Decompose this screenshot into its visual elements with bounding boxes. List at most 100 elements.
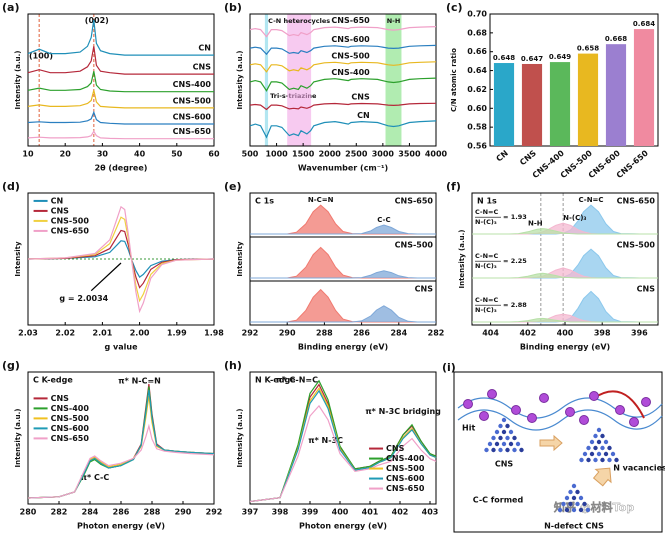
legend-label: CNS bbox=[351, 92, 370, 101]
y-tick-label: 0.56 bbox=[467, 142, 487, 151]
series-line bbox=[27, 389, 215, 499]
x-tick-label: 500 bbox=[242, 150, 259, 159]
plot-frame bbox=[27, 13, 215, 147]
panel-label: (i) bbox=[442, 361, 456, 374]
y-axis-label: Intensity (a.u.) bbox=[236, 50, 244, 109]
atom bbox=[487, 389, 497, 399]
sample-label: CNS-650 bbox=[617, 197, 656, 206]
series-line bbox=[27, 19, 214, 56]
series-line bbox=[249, 102, 437, 111]
series-line bbox=[249, 44, 437, 56]
x-tick-label: 1.98 bbox=[204, 329, 224, 338]
legend-label: CNS-650 bbox=[51, 434, 90, 443]
x-tick-label: 60 bbox=[208, 150, 220, 159]
x-tick-label: 40 bbox=[134, 150, 146, 159]
x-tick-label: 403 bbox=[422, 508, 439, 517]
watermark: 知乎 @材料Top bbox=[553, 500, 634, 514]
legend-label: CNS-500 bbox=[331, 51, 370, 60]
label: CNS bbox=[495, 460, 514, 469]
legend-label: CNS-500 bbox=[386, 464, 425, 473]
series-line bbox=[249, 77, 437, 92]
panel-label: (g) bbox=[2, 359, 20, 372]
atom bbox=[565, 407, 575, 417]
x-tick-label: 2.02 bbox=[55, 329, 75, 338]
ratio-value: = 2.88 bbox=[503, 301, 527, 309]
x-axis-label: Binding energy (eV) bbox=[298, 343, 388, 352]
lattice-atom bbox=[564, 495, 570, 501]
x-tick-label: 1000 bbox=[265, 150, 288, 159]
ratio-numerator: C-N=C bbox=[475, 208, 499, 216]
chart-title: N K-edge bbox=[255, 376, 296, 385]
lattice-atom bbox=[589, 451, 595, 457]
ratio-denominator: N-(C)₃ bbox=[475, 218, 497, 226]
x-tick-label: 50 bbox=[171, 150, 183, 159]
lattice-atom bbox=[600, 433, 605, 439]
ratio-numerator: C-N=C bbox=[475, 252, 499, 260]
x-tick-label: 292 bbox=[206, 508, 223, 517]
bar bbox=[605, 44, 627, 146]
x-tick-label: 398 bbox=[272, 508, 289, 517]
sample-label: CNS-500 bbox=[395, 241, 434, 250]
legend-label: CNS bbox=[51, 206, 70, 215]
lattice-atom bbox=[491, 435, 496, 441]
y-axis-label: C/N atomic ratio bbox=[450, 48, 458, 112]
lattice-atom bbox=[596, 439, 602, 445]
series-line bbox=[249, 120, 437, 139]
x-axis-label: 2θ (degree) bbox=[95, 164, 148, 173]
x-tick-label: 288 bbox=[144, 508, 161, 517]
sample-label: CNS bbox=[637, 285, 656, 294]
series-line bbox=[27, 110, 214, 125]
component-peak bbox=[472, 228, 658, 235]
lattice-atom bbox=[519, 447, 524, 453]
lattice-atom bbox=[557, 507, 563, 513]
label: Hit bbox=[462, 424, 475, 433]
annotation: (100) bbox=[29, 52, 53, 61]
chart-title: C 1s bbox=[255, 197, 274, 206]
x-tick-label: 401 bbox=[362, 508, 379, 517]
lattice-atom bbox=[508, 429, 514, 435]
series-line bbox=[27, 205, 215, 314]
label: N-defect CNS bbox=[544, 522, 604, 531]
y-tick-label: 0.62 bbox=[467, 85, 487, 94]
x-tick-label: 2.03 bbox=[18, 329, 38, 338]
y-axis-label: Intensity (a.u.) bbox=[14, 408, 22, 467]
annotation: π* C-C bbox=[81, 473, 110, 482]
x-tick-label: 286 bbox=[353, 329, 370, 338]
legend-label: CNS-600 bbox=[173, 113, 212, 122]
band-label: N-H bbox=[387, 17, 401, 25]
lattice-atom bbox=[515, 441, 521, 447]
series-line bbox=[249, 379, 437, 503]
lattice-atom bbox=[571, 495, 577, 501]
lattice-atom bbox=[585, 507, 591, 513]
chart-title: N 1s bbox=[477, 197, 497, 206]
ratio-denominator: N-(C)₃ bbox=[475, 262, 497, 270]
x-tick-label: 282 bbox=[51, 508, 68, 517]
lattice-atom bbox=[614, 457, 619, 463]
value-label: 0.684 bbox=[633, 20, 655, 28]
lattice-atom bbox=[505, 447, 510, 453]
lattice-atom bbox=[586, 457, 591, 463]
lattice-atom bbox=[578, 495, 584, 501]
y-tick-label: 0.66 bbox=[467, 47, 487, 56]
bar bbox=[577, 53, 599, 146]
panel-label: (h) bbox=[224, 359, 242, 372]
series-line bbox=[27, 90, 214, 109]
lattice-atom bbox=[484, 447, 489, 453]
legend-label: CNS-400 bbox=[51, 404, 90, 413]
x-axis-label: Photon energy (eV) bbox=[77, 522, 165, 531]
legend-label: CNS-650 bbox=[331, 16, 370, 25]
atom bbox=[589, 391, 599, 401]
wave bbox=[457, 397, 663, 419]
lattice-atom bbox=[603, 439, 609, 445]
bar bbox=[493, 63, 515, 146]
x-axis-label: Photon energy (eV) bbox=[299, 522, 387, 531]
legend-label: CN bbox=[357, 111, 370, 120]
x-tick-label: 397 bbox=[242, 508, 259, 517]
arrow bbox=[592, 467, 612, 487]
component-peak bbox=[250, 270, 436, 279]
x-tick-label: 280 bbox=[20, 508, 37, 517]
panel-label: (c) bbox=[446, 1, 463, 14]
x-tick-label: 396 bbox=[631, 329, 648, 338]
x-tick-label: 3000 bbox=[372, 150, 395, 159]
atom bbox=[539, 393, 549, 403]
